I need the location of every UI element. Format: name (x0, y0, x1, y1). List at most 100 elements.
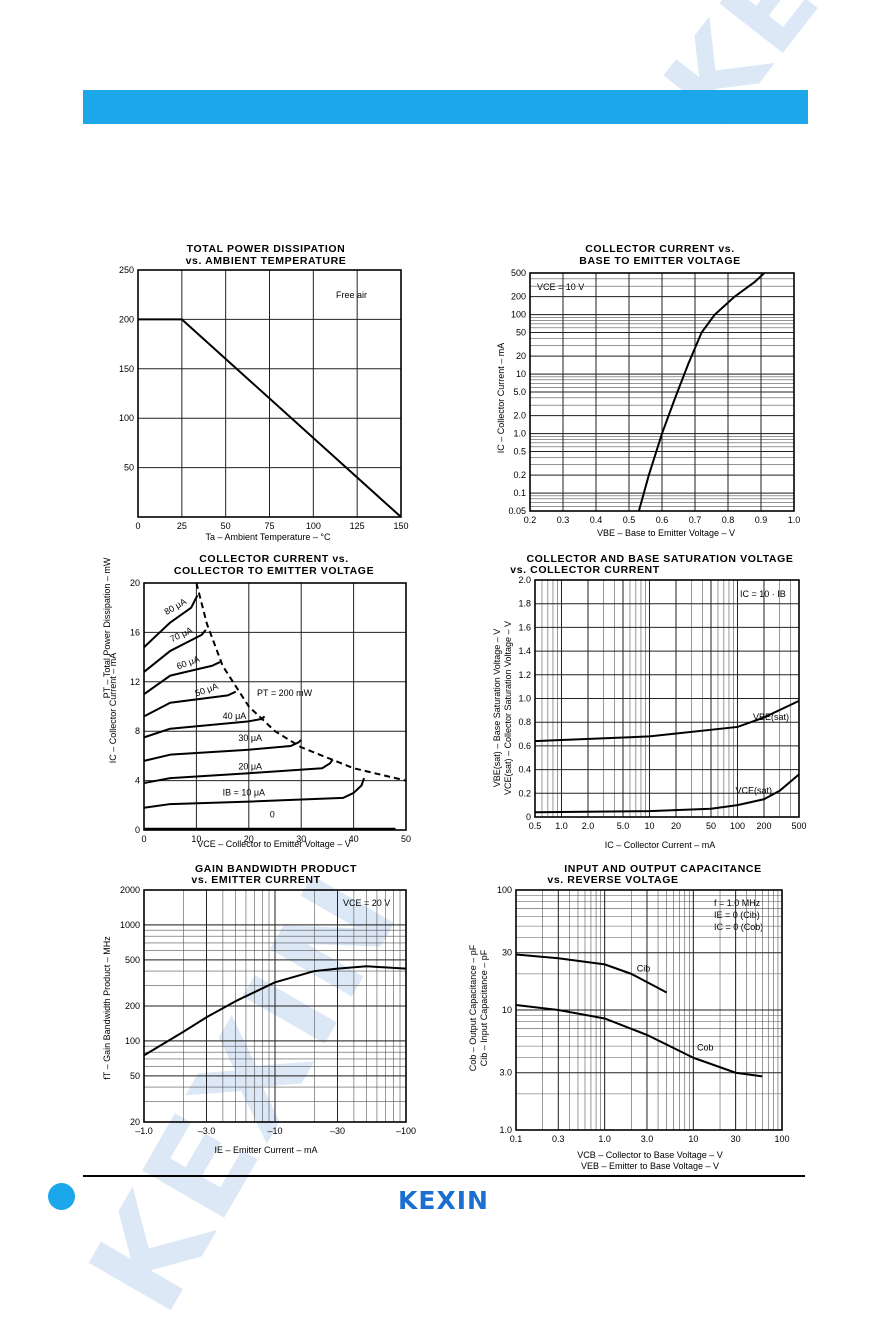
footer-rule (83, 1175, 805, 1177)
x-tick-label: 0 (135, 521, 140, 531)
y-tick-label: 200 (119, 314, 134, 324)
y-tick-label: 100 (497, 885, 512, 895)
series-label: VCE(sat) (736, 785, 773, 795)
series-label: 20 μA (238, 761, 262, 771)
chart-note: IC = 0 (Cob) (714, 922, 763, 932)
y-tick-label: 100 (119, 413, 134, 423)
x-tick-label: 75 (264, 521, 274, 531)
x-tick-label: 5.0 (617, 821, 630, 831)
y-axis-label: Cob – Output Capacitance – pF (468, 944, 478, 1071)
y-tick-label: 16 (130, 627, 140, 637)
x-tick-label: 1.0 (788, 515, 801, 525)
x-tick-label: 0.9 (755, 515, 768, 525)
chart-power-dissipation: TOTAL POWER DISSIPATION vs. AMBIENT TEMP… (96, 238, 426, 698)
series-line (143, 715, 266, 739)
series-line (515, 1004, 763, 1078)
series-line (534, 699, 800, 743)
series-line (195, 582, 407, 782)
x-tick-label: 0.8 (722, 515, 735, 525)
x-tick-label: –10 (267, 1126, 282, 1136)
x-tick-label: 0.3 (557, 515, 570, 525)
series-label: Cib (637, 963, 651, 973)
x-tick-label: 0 (141, 834, 146, 844)
y-tick-label: 500 (125, 955, 140, 965)
series-line (143, 965, 407, 1057)
series-line (637, 272, 765, 512)
y-tick-label: 0.2 (513, 470, 526, 480)
plot-frame (143, 889, 407, 1123)
y-tick-label: 3.0 (499, 1068, 512, 1078)
x-tick-label: 0.2 (524, 515, 537, 525)
header-banner (83, 90, 808, 124)
chart-title: COLLECTOR CURRENT vs. (199, 553, 349, 565)
y-axis-label: IC – Collector Current – mA (108, 653, 118, 764)
y-tick-label: 200 (125, 1001, 140, 1011)
y-tick-label: 150 (119, 364, 134, 374)
y-tick-label: 1.0 (518, 694, 531, 704)
y-tick-label: 30 (502, 948, 512, 958)
chart-note: Free air (336, 290, 367, 300)
plot-frame (529, 272, 795, 512)
series-line (143, 690, 237, 718)
x-axis-label: VBE – Base to Emitter Voltage – V (597, 528, 735, 538)
chart-ic-vs-vbe: COLLECTOR CURRENT vs. BASE TO EMITTER VO… (490, 238, 820, 548)
y-tick-label: 50 (130, 1071, 140, 1081)
series-line (143, 594, 199, 648)
x-tick-label: –1.0 (135, 1126, 153, 1136)
y-tick-label: 50 (124, 463, 134, 473)
chart-title: COLLECTOR CURRENT vs. (585, 243, 735, 255)
x-tick-label: 0.5 (529, 821, 542, 831)
y-tick-label: 2.0 (518, 575, 531, 585)
series-label: 50 μA (194, 681, 220, 699)
y-tick-label: 0.1 (513, 488, 526, 498)
x-tick-label: 3.0 (641, 1134, 654, 1144)
chart-svg: TOTAL POWER DISSIPATION vs. AMBIENT TEMP… (102, 243, 409, 698)
chart-svg: COLLECTOR AND BASE SATURATION VOLTAGE vs… (492, 553, 807, 850)
x-tick-label: –30 (330, 1126, 345, 1136)
chart-title: GAIN BANDWIDTH PRODUCT (195, 863, 357, 875)
y-tick-label: 10 (502, 1005, 512, 1015)
x-axis-label: VEB – Emitter to Base Voltage – V (581, 1161, 719, 1171)
chart-title: COLLECTOR TO EMITTER VOLTAGE (174, 565, 374, 577)
series-label: 0 (270, 810, 275, 820)
x-tick-label: 0.5 (623, 515, 636, 525)
y-tick-label: 1.2 (518, 670, 531, 680)
y-tick-label: 500 (511, 268, 526, 278)
watermark-text: KEXIN (640, 0, 892, 149)
y-tick-label: 0.05 (508, 506, 526, 516)
y-tick-label: 8 (135, 726, 140, 736)
page-marker-dot (48, 1183, 75, 1210)
y-tick-label: 1.0 (499, 1125, 512, 1135)
x-tick-label: 1.0 (555, 821, 568, 831)
x-tick-label: 150 (393, 521, 408, 531)
y-tick-label: 200 (511, 292, 526, 302)
x-tick-label: –3.0 (198, 1126, 216, 1136)
chart-note: PT = 200 mW (257, 688, 313, 698)
series-line (143, 759, 334, 785)
series-line (143, 661, 221, 695)
x-tick-label: 200 (756, 821, 771, 831)
series-line (138, 318, 402, 518)
x-tick-label: –100 (396, 1126, 416, 1136)
y-tick-label: 0.2 (518, 788, 531, 798)
x-tick-label: 0.6 (656, 515, 669, 525)
chart-title: vs. EMITTER CURRENT (191, 874, 320, 886)
y-tick-label: 1000 (120, 920, 140, 930)
chart-svg: GAIN BANDWIDTH PRODUCT vs. EMITTER CURRE… (102, 863, 416, 1155)
y-tick-label: 100 (125, 1036, 140, 1046)
series-label: 40 μA (223, 711, 247, 721)
series-label: VBE(sat) (753, 712, 789, 722)
x-axis-label: IC – Collector Current – mA (605, 840, 716, 850)
x-tick-label: 0.7 (689, 515, 702, 525)
x-tick-label: 1.0 (598, 1134, 611, 1144)
y-tick-label: 2.0 (513, 411, 526, 421)
series-line (534, 773, 800, 814)
y-tick-label: 12 (130, 677, 140, 687)
chart-title: TOTAL POWER DISSIPATION (187, 243, 346, 255)
y-tick-label: 0.4 (518, 765, 531, 775)
x-axis-label: VCB – Collector to Base Voltage – V (577, 1150, 723, 1160)
chart-gain-bandwidth: GAIN BANDWIDTH PRODUCT vs. EMITTER CURRE… (96, 858, 426, 1168)
chart-title: vs. COLLECTOR CURRENT (510, 564, 660, 576)
series-line (143, 739, 302, 762)
y-tick-label: 0.8 (518, 717, 531, 727)
